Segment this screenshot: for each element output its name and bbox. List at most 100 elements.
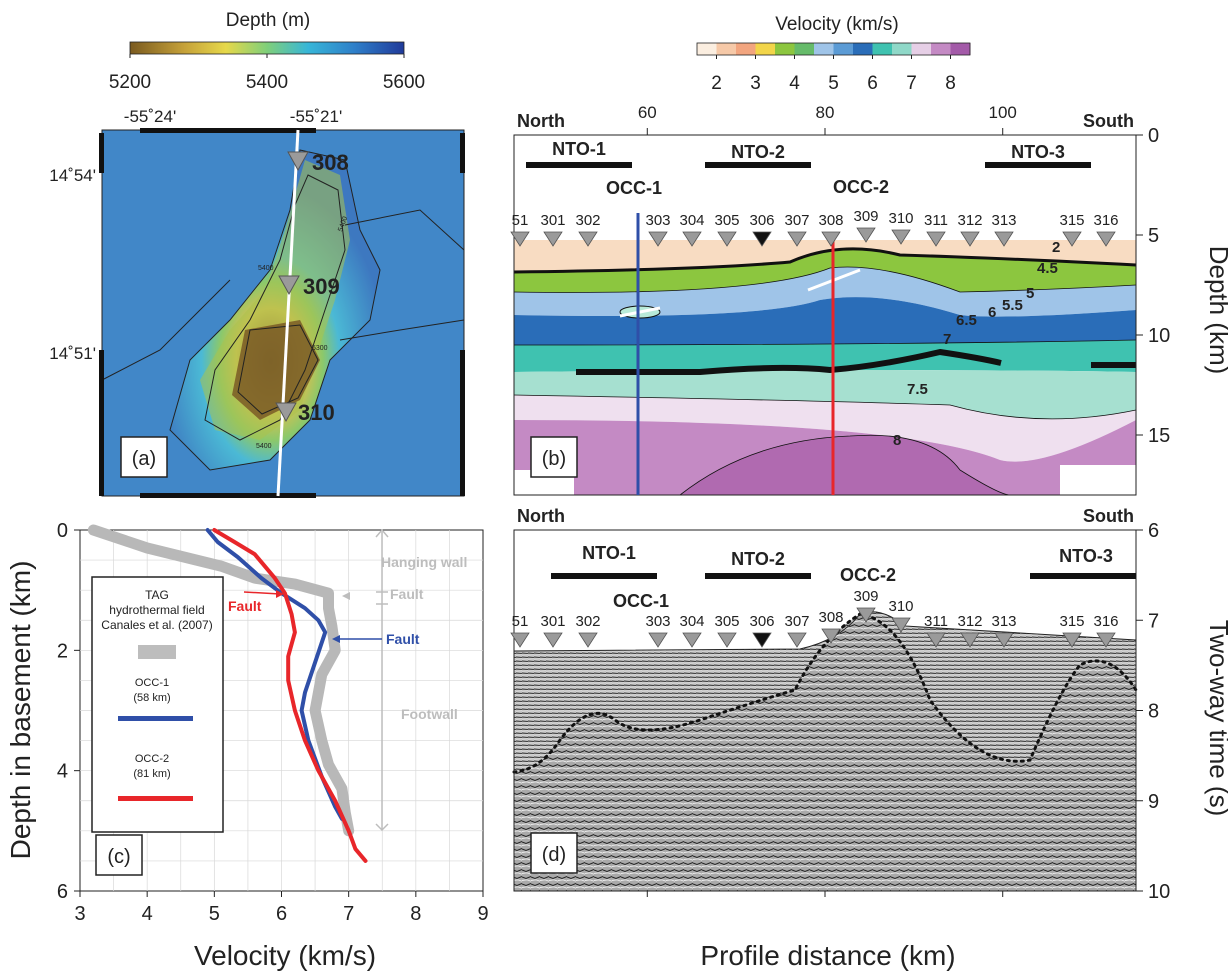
panel-d-stations: 51 301 302 303 304 305 306 307 308 309 310 311 312 31…	[510, 588, 1119, 648]
panel-a: Depth (m) 5200 5400 5600 -55˚24' -55˚21' 1…	[49, 10, 465, 498]
panel-c-letter: (c)	[107, 846, 130, 868]
depth-colorbar-ticks: 5200 5400 5600	[109, 54, 425, 93]
station-306-marker	[752, 632, 772, 648]
contour-label-5: 5	[1026, 285, 1034, 302]
station-305-marker	[717, 632, 737, 648]
velocity-cb-segment	[911, 43, 932, 55]
depth-colorbar-title: Depth (m)	[226, 10, 310, 31]
panel-b-x-tick-label: 60	[638, 103, 657, 122]
panel-c-y-tick-label: 0	[57, 520, 68, 542]
station-301-marker	[543, 632, 563, 648]
footwall-label: Footwall	[401, 706, 458, 722]
contour-label-5-5: 5.5	[1002, 297, 1023, 314]
station-51-marker	[510, 632, 530, 648]
panel-d-y-tick-label: 7	[1148, 610, 1159, 632]
velocity-cb-segment	[853, 43, 873, 55]
panel-d-xlabel: Profile distance (km)	[700, 940, 955, 971]
station-313-marker	[994, 231, 1014, 247]
panel-c-x-tick-label: 6	[276, 903, 287, 925]
panel-d-y-ticks: 6 7 8 9 10	[1136, 520, 1170, 903]
occ1-label-d: OCC-1	[613, 591, 669, 611]
velocity-cb-segment	[736, 43, 756, 55]
panel-c-letter-box	[95, 834, 143, 876]
station-303-label: 303	[645, 212, 670, 229]
velocity-colorbar-title: Velocity (km/s)	[775, 14, 899, 35]
nto2-label-b: NTO-2	[731, 142, 785, 162]
panel-d-x-ticks	[646, 891, 1004, 897]
legend-occ2-label-2: (81 km)	[133, 768, 170, 780]
contour-label-7-5: 7.5	[907, 381, 928, 398]
station-305-marker	[717, 231, 737, 247]
station-307-marker	[787, 632, 807, 648]
station-309-label: 309	[303, 274, 340, 299]
velocity-cb-segment	[716, 43, 737, 55]
station-305-label: 305	[714, 212, 739, 229]
station-313-label: 313	[991, 212, 1016, 229]
station-306-marker	[752, 231, 772, 247]
velocity-cb-segment	[794, 43, 815, 55]
legend-tag-swatch	[138, 645, 176, 659]
panel-c-ylabel: Depth in basement (km)	[5, 561, 36, 860]
station-316-marker	[1096, 231, 1116, 247]
panel-c-x-tick-label: 9	[477, 903, 488, 925]
panel-b-x-tick-label: 80	[816, 103, 835, 122]
bathymetry-map	[99, 128, 465, 498]
velocity-cb-segment	[775, 43, 795, 55]
velocity-colorbar	[696, 42, 971, 56]
contour-label-6: 6	[988, 304, 996, 321]
fault-blue-label: Fault	[386, 631, 420, 647]
velocity-cb-tick-label: 4	[789, 73, 800, 94]
panel-a-letter-box	[120, 436, 168, 478]
hanging-wall-label: Hanging wall	[381, 554, 467, 570]
station-311-label: 311	[924, 212, 948, 229]
station-311-marker	[926, 632, 946, 648]
panel-b-contour-labels: 2 4.5 5 5.5 6 6.5 7 7.5 8	[893, 239, 1060, 449]
station-306-label: 306	[749, 613, 774, 630]
station-309-label: 309	[853, 208, 878, 225]
contour-label-2: 2	[1052, 239, 1060, 256]
station-309-marker	[856, 607, 876, 623]
panel-a-letter: (a)	[132, 448, 156, 470]
station-309-marker	[856, 227, 876, 243]
contour-label-4-5: 4.5	[1037, 260, 1058, 277]
nto1-label-b: NTO-1	[552, 139, 606, 159]
panel-c-x-tick-label: 7	[343, 903, 354, 925]
velocity-cb-segment	[697, 43, 717, 55]
station-310-label: 310	[888, 210, 913, 227]
panel-c: 3 4 5 6 7 8 9 0 2 4 6 Velocity (km/s) Depth in bas…	[5, 520, 489, 971]
panel-c-legend: TAG hydrothermal field Canales et al. (2…	[91, 576, 224, 833]
station-315-marker	[1062, 231, 1082, 247]
contour-label-3: 5300	[312, 345, 328, 352]
panel-d-letter: (d)	[542, 844, 566, 866]
velocity-colorbar-ticks: 2 3 4 5 6 7 8	[711, 55, 956, 94]
station-308-marker	[821, 628, 841, 644]
panel-b: Velocity (km/s) 2 3 4 5 6 7 8	[510, 14, 1228, 496]
station-303-marker	[648, 231, 668, 247]
velocity-cb-tick-label: 8	[945, 73, 956, 94]
panel-b-letter: (b)	[542, 448, 566, 470]
station-312-marker	[960, 231, 980, 247]
seismic-section	[512, 529, 1138, 892]
panel-c-y-tick-label: 6	[57, 881, 68, 903]
station-316-label: 316	[1093, 613, 1118, 630]
velocity-cb-segment	[931, 43, 951, 55]
station-301-marker	[543, 231, 563, 247]
station-312-label: 312	[957, 613, 982, 630]
velocity-cb-segment	[833, 43, 854, 55]
panel-b-ylabel: Depth (km)	[1204, 246, 1228, 375]
lat-label-2: 14˚51'	[49, 344, 96, 363]
velocity-cb-tick-label: 2	[711, 73, 722, 94]
station-304-label: 304	[679, 212, 704, 229]
occ1-label-b: OCC-1	[606, 178, 662, 198]
velocity-cb-segment	[814, 43, 834, 55]
station-308-label: 308	[818, 212, 843, 229]
nto2-label-d: NTO-2	[731, 549, 785, 569]
velocity-cb-segment	[892, 43, 912, 55]
panel-b-letter-box	[530, 436, 578, 478]
station-302-marker	[578, 632, 598, 648]
station-307-label: 307	[784, 212, 809, 229]
nto2-bar-d	[705, 573, 811, 579]
station-303-label: 303	[645, 613, 670, 630]
velocity-cb-segment	[950, 43, 971, 55]
